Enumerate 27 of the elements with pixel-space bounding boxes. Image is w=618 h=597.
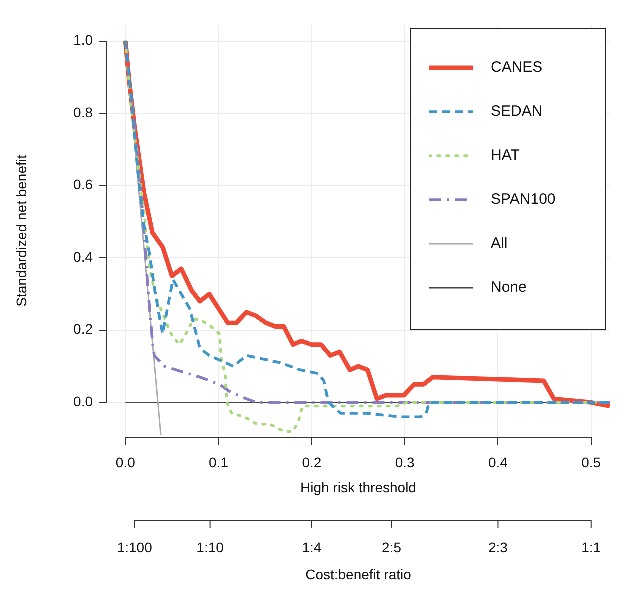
text: 1:100 (117, 539, 153, 556)
text: Cost:benefit ratio (306, 566, 412, 582)
text: 1:4 (302, 539, 322, 556)
y-tick-label: 0.0 (74, 394, 94, 410)
legend-label: CANES (491, 59, 543, 76)
text: 2:5 (382, 539, 402, 556)
x-tick-label: 0.0 (116, 454, 136, 470)
x-tick-label: 0.5 (582, 454, 602, 470)
x-axis-title: High risk threshold (300, 479, 416, 496)
y-tick-label: 0.2 (74, 321, 94, 338)
legend-label: All (491, 235, 508, 252)
legend-label: SPAN100 (491, 191, 556, 208)
y-tick-label: 0.6 (74, 176, 94, 193)
legend-label: SEDAN (491, 103, 543, 120)
legend-label: None (491, 279, 527, 296)
x-tick-label: 0.2 (302, 454, 322, 470)
y-tick-label: 1.0 (74, 32, 94, 48)
text: 2:3 (488, 539, 508, 556)
x-tick-label: 0.1 (209, 454, 229, 470)
y-tick-label: 0.8 (74, 104, 94, 120)
x-tick-label: 0.4 (488, 454, 508, 470)
legend-label: HAT (491, 147, 520, 164)
text: 1:1 (582, 539, 602, 556)
y-axis-title: Standardized net benefit (13, 155, 30, 307)
text: 1:10 (196, 539, 224, 556)
x-tick-label: 0.3 (395, 454, 416, 470)
y-tick-label: 0.4 (74, 248, 94, 265)
